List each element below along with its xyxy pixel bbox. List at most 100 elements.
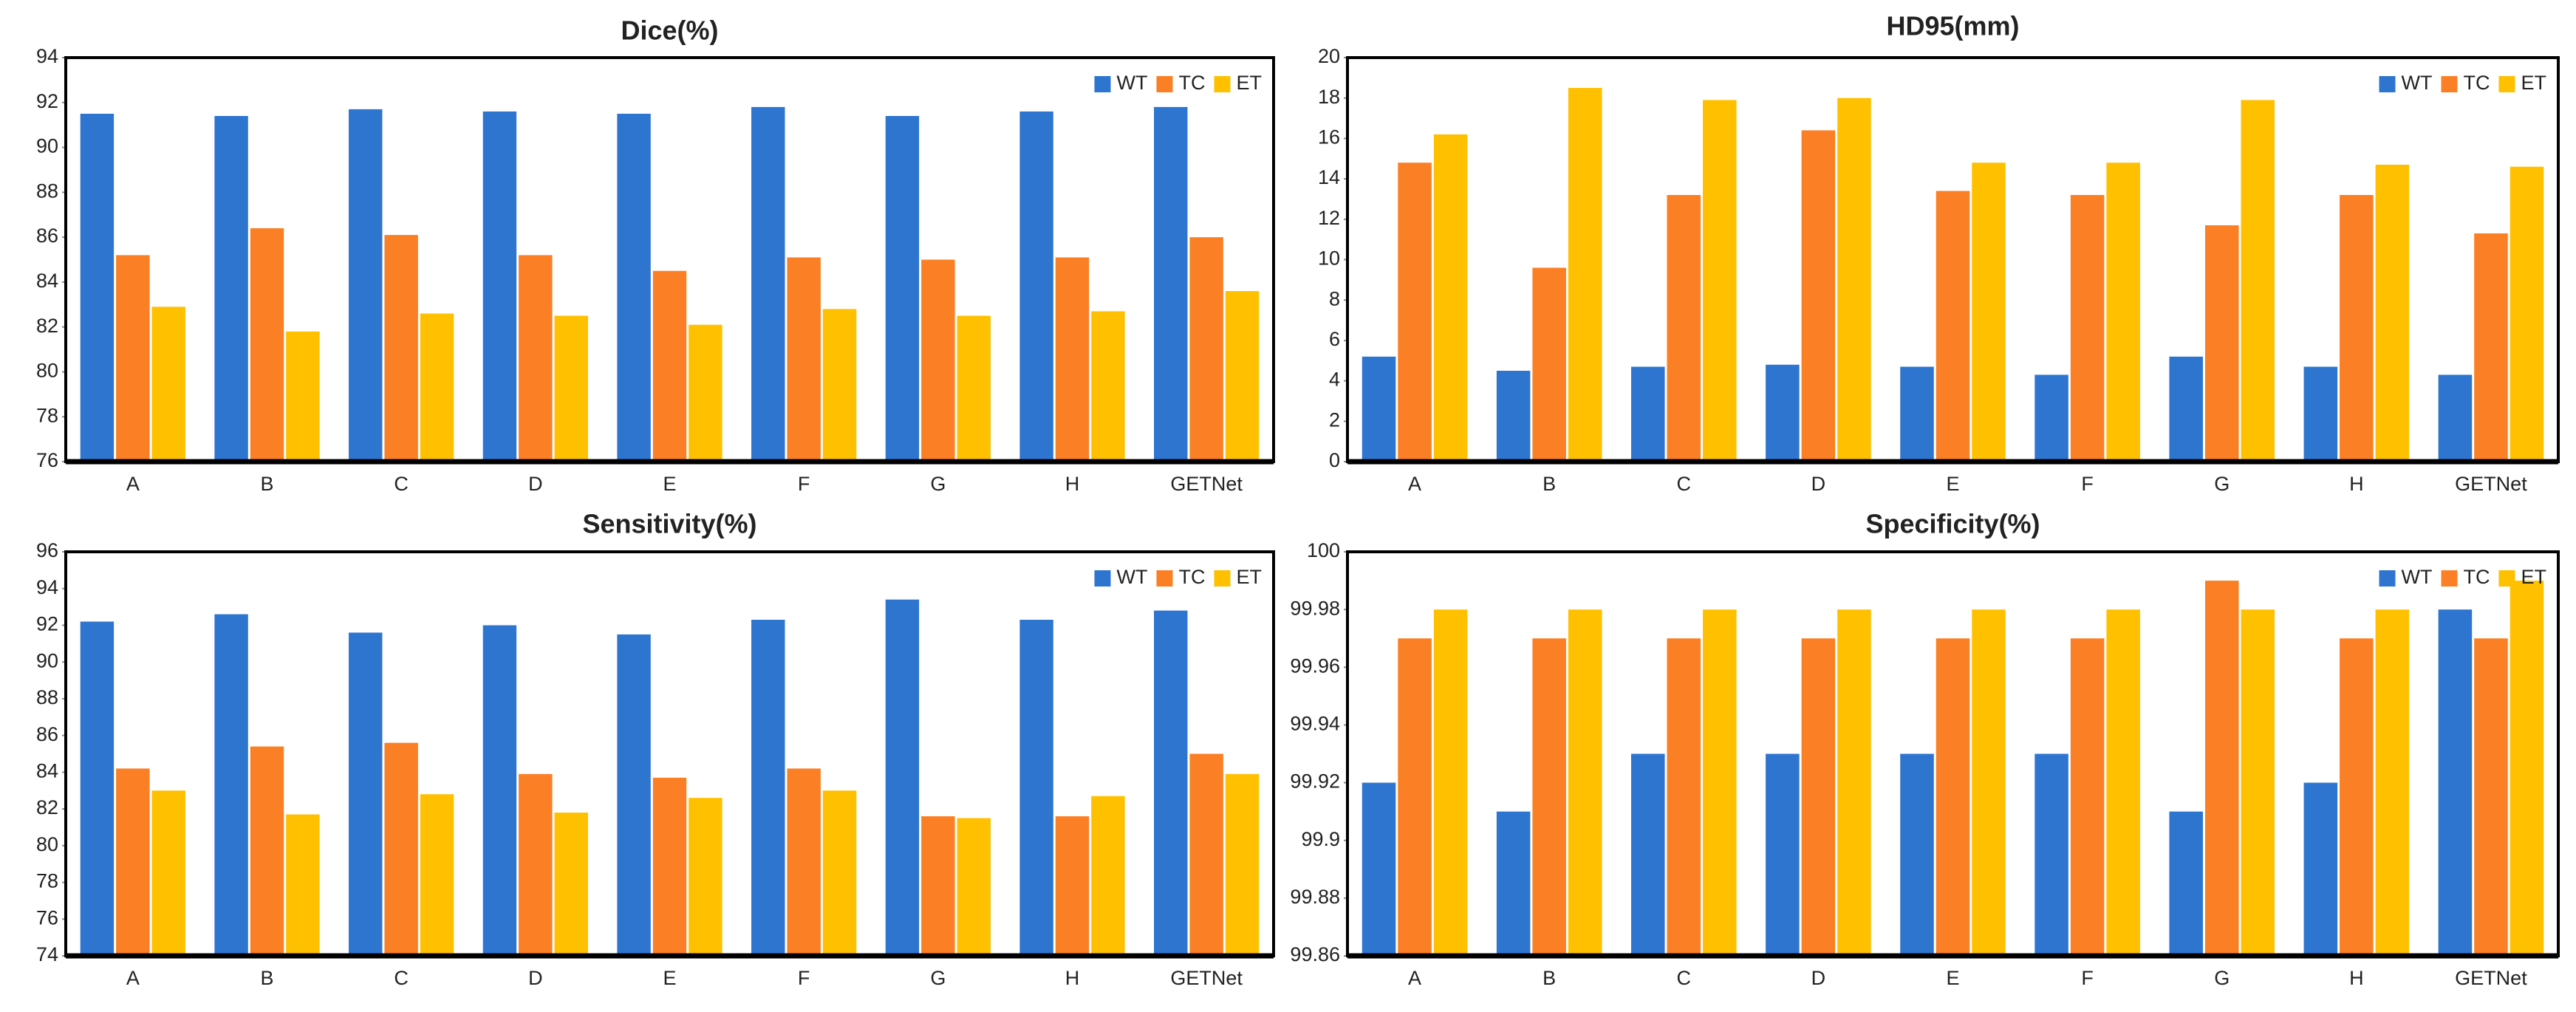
bar [151, 307, 185, 462]
bar [1766, 364, 1800, 462]
legend-swatch [1214, 570, 1231, 587]
bar [1568, 88, 1602, 462]
bar [652, 270, 687, 462]
bar [652, 777, 687, 956]
bar [1189, 753, 1223, 956]
bar [689, 798, 722, 956]
legend-label: WT [1117, 72, 1148, 94]
chart-panel: Dice(%) 76 78 80 82 84 86 88 90 92 94 A B C D E F G H GETNe… [36, 16, 1275, 495]
legend-swatch [2498, 570, 2515, 587]
bar [957, 818, 991, 956]
bar [2340, 638, 2374, 956]
legend-swatch [1094, 570, 1111, 587]
bar [921, 816, 955, 956]
bar [822, 790, 857, 956]
bar [2438, 375, 2473, 462]
bar [2204, 225, 2239, 462]
bar [2106, 163, 2140, 462]
y-tick-label: 90 [36, 135, 58, 157]
bar [482, 625, 517, 956]
legend-label: TC [1178, 72, 1205, 94]
x-tick-label: E [663, 967, 676, 989]
y-tick-label: 0 [1329, 449, 1340, 471]
bar [751, 619, 785, 956]
chart-title: HD95(mm) [1886, 11, 2019, 41]
bar [2070, 638, 2105, 956]
bar [1225, 773, 1260, 956]
bar [2169, 811, 2203, 956]
bar [116, 255, 150, 462]
bar [787, 768, 821, 956]
x-tick-label: A [1408, 473, 1421, 495]
x-tick-label: G [930, 967, 946, 989]
bar [2303, 366, 2338, 462]
legend-swatch [2441, 570, 2458, 587]
bar [2241, 100, 2275, 462]
y-tick-label: 99.9 [1301, 828, 1340, 850]
bar [214, 116, 248, 462]
bar [1972, 163, 2006, 462]
y-tick-label: 14 [1318, 166, 1340, 188]
bar [1837, 98, 1871, 462]
bar [286, 814, 320, 956]
y-tick-label: 86 [36, 225, 58, 247]
legend-swatch [2379, 76, 2396, 92]
bar [885, 116, 920, 462]
bar [1362, 782, 1396, 956]
x-tick-label: D [1811, 967, 1826, 989]
legend-label: WT [2402, 566, 2433, 588]
legend-swatch [1156, 76, 1173, 92]
bar [1019, 619, 1053, 956]
bar [1019, 111, 1053, 462]
x-tick-label: F [798, 473, 810, 495]
bar [214, 614, 248, 956]
y-tick-label: 76 [36, 906, 58, 929]
legend-swatch [2498, 76, 2515, 92]
chart-title: Sensitivity(%) [582, 509, 756, 539]
legend-label: TC [2463, 566, 2490, 588]
bar [2474, 638, 2508, 956]
x-tick-label: H [1065, 967, 1080, 989]
x-tick-label: C [394, 473, 409, 495]
bar [2169, 356, 2203, 462]
bar [1154, 106, 1188, 462]
y-tick-label: 82 [36, 796, 58, 818]
x-tick-label: B [1542, 473, 1556, 495]
bar [1568, 609, 1602, 956]
bar [80, 113, 115, 462]
legend-label: ET [1236, 566, 1262, 588]
bar [2340, 194, 2374, 462]
y-tick-label: 99.88 [1290, 886, 1340, 908]
x-tick-label: H [1065, 473, 1080, 495]
bar [2035, 753, 2068, 956]
bar [250, 228, 284, 462]
y-tick-label: 99.98 [1290, 597, 1340, 619]
y-tick-label: 88 [36, 180, 58, 202]
bar [1766, 753, 1800, 956]
bar [2510, 166, 2544, 462]
bar [1936, 638, 1970, 956]
bar [482, 111, 517, 462]
bar [617, 634, 651, 956]
bar [1433, 609, 1468, 956]
bar [349, 632, 383, 956]
bar [1630, 366, 1665, 462]
y-tick-label: 76 [36, 449, 58, 471]
x-tick-label: H [2349, 473, 2364, 495]
legend-swatch [1156, 570, 1173, 587]
bar [1801, 638, 1836, 956]
bar [787, 257, 821, 462]
bar [519, 255, 553, 462]
bar [80, 621, 115, 956]
x-tick-label: D [1811, 473, 1826, 495]
y-tick-label: 8 [1329, 287, 1340, 310]
legend-swatch [1094, 76, 1111, 92]
bar [519, 773, 553, 956]
x-tick-label: A [1408, 967, 1421, 989]
bar [1398, 638, 1432, 956]
y-tick-label: 16 [1318, 126, 1340, 148]
y-tick-label: 99.86 [1290, 943, 1340, 965]
bar [885, 599, 920, 956]
legend-label: WT [2402, 72, 2433, 94]
x-tick-label: B [1542, 967, 1556, 989]
